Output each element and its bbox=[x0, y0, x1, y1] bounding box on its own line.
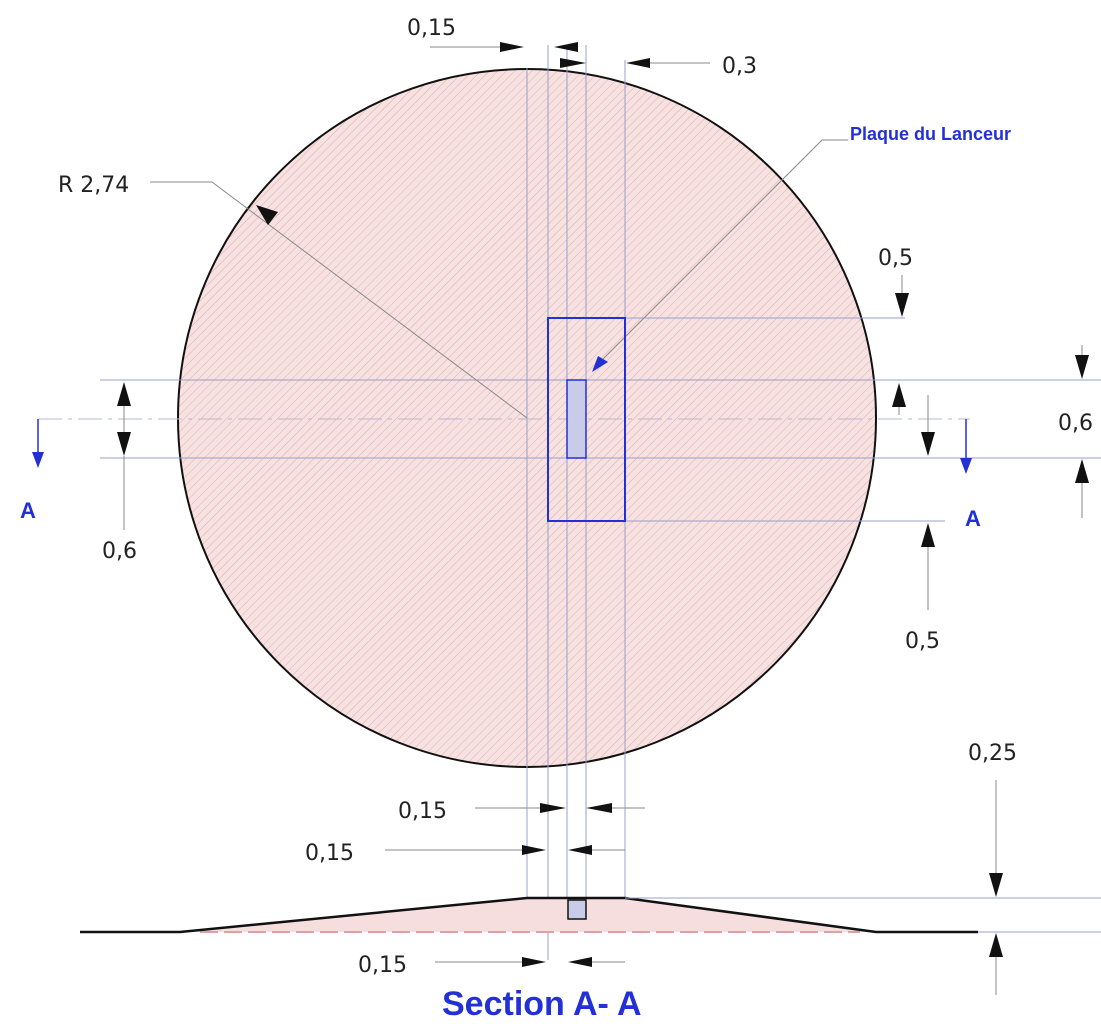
section-plate bbox=[567, 899, 587, 920]
section-line-a-a bbox=[32, 418, 972, 474]
section-marker-right: A bbox=[965, 506, 981, 531]
section-title: Section A- A bbox=[442, 985, 642, 1023]
right-lower-dim bbox=[921, 395, 935, 610]
radius-label: R 2,74 bbox=[58, 173, 129, 198]
left-mid-dim bbox=[117, 382, 131, 530]
dim-section-width: 0,15 bbox=[358, 953, 407, 978]
plate-label: Plaque du Lanceur bbox=[850, 124, 1011, 144]
section-height-dim bbox=[989, 780, 1003, 995]
section-marker-left: A bbox=[20, 498, 36, 523]
section-profile bbox=[80, 896, 1101, 934]
bottom-dimension-arrows bbox=[385, 803, 645, 855]
plate-leader bbox=[592, 139, 848, 372]
dim-section-height: 0,25 bbox=[968, 741, 1017, 766]
dim-bottom-first: 0,15 bbox=[398, 799, 447, 824]
right-upper-dim bbox=[892, 275, 909, 415]
right-edge-dim bbox=[1075, 345, 1089, 518]
dim-right-lower: 0,5 bbox=[905, 629, 940, 654]
radius-leader bbox=[150, 181, 528, 419]
dim-left-mid: 0,6 bbox=[102, 539, 137, 564]
dim-right-edge: 0,6 bbox=[1058, 411, 1093, 436]
dim-top-left: 0,15 bbox=[407, 16, 456, 41]
dim-top-right: 0,3 bbox=[722, 54, 757, 79]
top-dimension-arrows bbox=[430, 42, 710, 68]
section-width-dim bbox=[435, 957, 625, 967]
plate-area-rectangle bbox=[547, 317, 626, 522]
horizontal-extension-lines bbox=[100, 317, 1101, 522]
pitchers-plate bbox=[566, 379, 587, 459]
dim-bottom-second: 0,15 bbox=[305, 841, 354, 866]
dim-right-upper: 0,5 bbox=[878, 246, 913, 271]
